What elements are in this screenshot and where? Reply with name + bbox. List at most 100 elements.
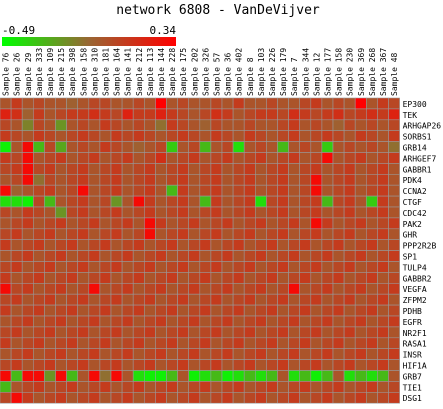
heatmap-cell <box>155 370 167 382</box>
heatmap-cell <box>32 391 45 404</box>
heatmap-cell <box>332 217 345 230</box>
heatmap-cell <box>288 348 301 360</box>
column-label: Sample 7 <box>290 57 299 96</box>
heatmap-cell <box>332 304 345 317</box>
heatmap-cell <box>0 381 12 393</box>
heatmap-cell <box>243 217 256 230</box>
heatmap-cell <box>44 293 56 306</box>
heatmap-cell <box>255 130 267 142</box>
heatmap-cell <box>55 304 67 317</box>
heatmap-cell <box>144 370 156 382</box>
heatmap-cell <box>44 337 56 349</box>
heatmap-cell <box>188 97 201 110</box>
heatmap-cell <box>44 184 56 197</box>
column-label: Sample 26 <box>13 52 22 96</box>
heatmap-cell <box>155 315 167 328</box>
heatmap-cell <box>32 130 45 142</box>
heatmap-cell <box>21 282 34 295</box>
heatmap-cell <box>32 217 45 230</box>
heatmap-cell <box>266 239 278 251</box>
heatmap-cell <box>110 391 123 404</box>
heatmap-cell <box>243 152 256 164</box>
column-labels: Sample 76 Sample 26 Sample 29 Sample 333 Sam… <box>2 48 399 96</box>
heatmap-cell <box>255 381 267 393</box>
heatmap-cell <box>99 261 112 273</box>
heatmap-cell <box>177 239 190 251</box>
heatmap-cell <box>332 228 345 241</box>
heatmap-cell <box>288 163 301 175</box>
heatmap-cell <box>221 195 234 208</box>
heatmap-cell <box>354 119 367 132</box>
heatmap-cell <box>177 108 190 121</box>
heatmap-cell <box>88 141 101 153</box>
heatmap-cell <box>155 108 167 121</box>
heatmap-cell <box>343 239 356 251</box>
heatmap-cell <box>221 217 234 230</box>
heatmap-cell <box>299 391 312 404</box>
heatmap-cell <box>221 206 234 219</box>
heatmap-cell <box>266 174 278 186</box>
heatmap-cell <box>332 261 345 273</box>
heatmap-cell <box>55 217 67 230</box>
column-label: Sample 398 <box>68 48 77 96</box>
heatmap-cell <box>55 108 67 121</box>
column-label: Sample 369 <box>357 48 366 96</box>
heatmap-cell <box>99 272 112 284</box>
heatmap-cell <box>255 272 267 284</box>
heatmap-cell <box>110 195 123 208</box>
heatmap-cell <box>221 174 234 186</box>
heatmap-cell <box>255 119 267 132</box>
heatmap-cell <box>310 184 323 197</box>
heatmap-cell <box>66 261 78 273</box>
heatmap-cell <box>21 195 34 208</box>
heatmap-cell <box>288 391 301 404</box>
heatmap-cell <box>166 304 178 317</box>
heatmap-cell <box>10 228 23 241</box>
heatmap-cell <box>388 348 400 360</box>
heatmap-cell <box>221 304 234 317</box>
heatmap-cell <box>99 381 112 393</box>
heatmap-cell <box>343 391 356 404</box>
heatmap-cell <box>99 163 112 175</box>
heatmap-cell <box>88 348 101 360</box>
heatmap-cell <box>88 184 101 197</box>
heatmap-cell <box>188 217 201 230</box>
heatmap-cell <box>55 391 67 404</box>
heatmap-cell <box>277 184 289 197</box>
heatmap-cell <box>365 228 378 241</box>
heatmap-cell <box>188 337 201 349</box>
heatmap-cell <box>354 315 367 328</box>
heatmap-cell <box>377 304 389 317</box>
heatmap-cell <box>21 348 34 360</box>
heatmap-cell <box>66 359 78 371</box>
heatmap-cell <box>0 97 12 110</box>
heatmap-cell <box>110 184 123 197</box>
heatmap-cell <box>44 206 56 219</box>
heatmap-cell <box>288 97 301 110</box>
heatmap-cell <box>199 250 212 262</box>
heatmap-cell <box>354 163 367 175</box>
heatmap-cell <box>10 282 23 295</box>
heatmap-cell <box>166 293 178 306</box>
heatmap-cell <box>232 304 245 317</box>
heatmap-cell <box>266 391 278 404</box>
heatmap-cell <box>55 370 67 382</box>
heatmap-cell <box>277 272 289 284</box>
heatmap-cell <box>365 97 378 110</box>
heatmap-cell <box>144 130 156 142</box>
heatmap-cell <box>121 228 134 241</box>
heatmap-cell <box>266 119 278 132</box>
heatmap-cell <box>266 370 278 382</box>
row-label: CCNA2 <box>403 187 427 196</box>
heatmap-cell <box>32 348 45 360</box>
heatmap-cell <box>266 152 278 164</box>
heatmap-cell <box>255 282 267 295</box>
heatmap-cell <box>77 359 90 371</box>
heatmap-cell <box>77 272 90 284</box>
heatmap-cell <box>377 130 389 142</box>
heatmap-cell <box>99 391 112 404</box>
row-label: NR2F1 <box>403 329 427 338</box>
heatmap-cell <box>55 348 67 360</box>
heatmap-cell <box>77 381 90 393</box>
heatmap-cell <box>277 391 289 404</box>
